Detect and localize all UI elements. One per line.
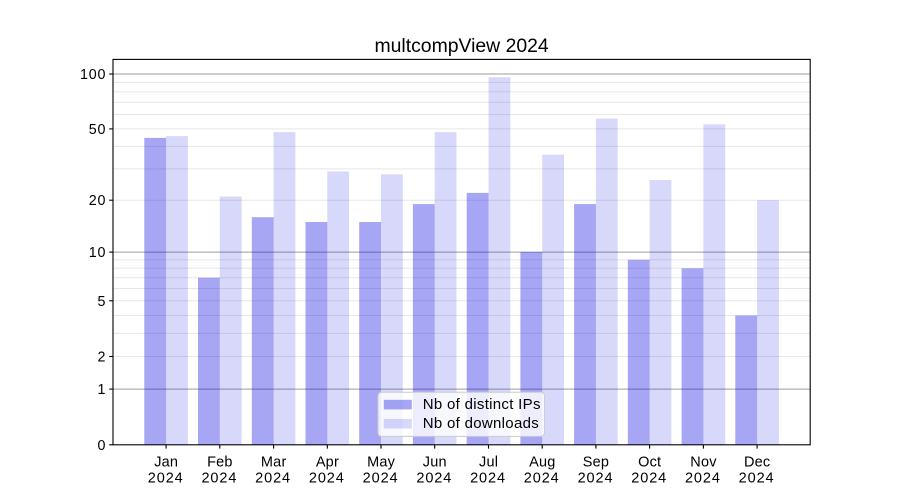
svg-text:1: 1 [98,382,106,398]
svg-text:May: May [367,455,396,471]
svg-text:Jul: Jul [479,455,498,471]
svg-text:2024: 2024 [255,470,291,486]
svg-text:Dec: Dec [744,455,770,471]
svg-text:2024: 2024 [363,470,399,486]
svg-text:Aug: Aug [529,455,555,471]
svg-text:2: 2 [98,350,106,366]
svg-text:20: 20 [89,193,107,209]
svg-text:2024: 2024 [631,470,667,486]
svg-text:Feb: Feb [207,455,233,471]
svg-text:Apr: Apr [316,455,339,471]
svg-text:2024: 2024 [524,470,560,486]
svg-text:Jan: Jan [154,455,178,471]
svg-text:5: 5 [98,294,106,310]
svg-text:10: 10 [89,245,107,261]
svg-text:Oct: Oct [638,455,661,471]
svg-text:100: 100 [80,67,106,83]
svg-text:2024: 2024 [201,470,237,486]
svg-text:Jun: Jun [423,455,447,471]
svg-text:2024: 2024 [416,470,452,486]
svg-text:0: 0 [98,438,106,454]
svg-text:multcompView 2024: multcompView 2024 [374,35,548,57]
svg-text:2024: 2024 [578,470,614,486]
svg-text:Sep: Sep [583,455,609,471]
svg-text:2024: 2024 [739,470,775,486]
svg-text:Nov: Nov [690,455,717,471]
svg-text:2024: 2024 [685,470,721,486]
svg-text:2024: 2024 [470,470,506,486]
svg-text:50: 50 [89,122,107,138]
svg-text:Nb of distinct IPs: Nb of distinct IPs [423,396,541,413]
svg-text:Mar: Mar [261,455,287,471]
svg-text:2024: 2024 [148,470,184,486]
svg-text:2024: 2024 [309,470,345,486]
svg-text:Nb of downloads: Nb of downloads [423,415,539,432]
